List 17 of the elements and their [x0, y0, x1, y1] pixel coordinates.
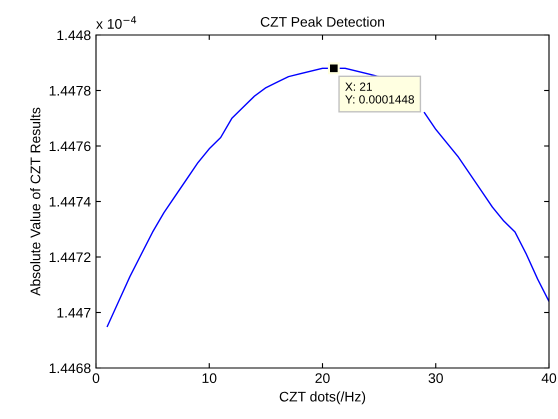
y-tick-label: 1.448 — [57, 30, 91, 40]
x-tick-label: 10 — [202, 373, 216, 384]
y-tick-label: 1.4476 — [50, 141, 91, 152]
y-tick-label: 1.4478 — [50, 86, 91, 96]
x-tick-label: 30 — [428, 373, 443, 384]
y-axis-title: Absolute Value of CZT Results — [30, 108, 40, 296]
y-tick-label: 1.447 — [57, 308, 90, 318]
annotation: X: 21 Y: 0.0001448 — [345, 82, 414, 104]
x-axis-title: CZT dots(/Hz) — [280, 391, 366, 404]
y-tick-label: 1.4474 — [50, 196, 91, 207]
text: x 10$^{−4}$ — [96, 16, 136, 29]
x-tick-label: 40 — [542, 373, 556, 384]
y-tick-label: 1.4468 — [50, 363, 91, 374]
x-tick-label: 20 — [315, 373, 330, 384]
x-tick-label: 0 — [92, 373, 100, 384]
chart-title: CZT Peak Detection — [260, 16, 384, 27]
y-tick-label: 1.4472 — [50, 252, 90, 262]
